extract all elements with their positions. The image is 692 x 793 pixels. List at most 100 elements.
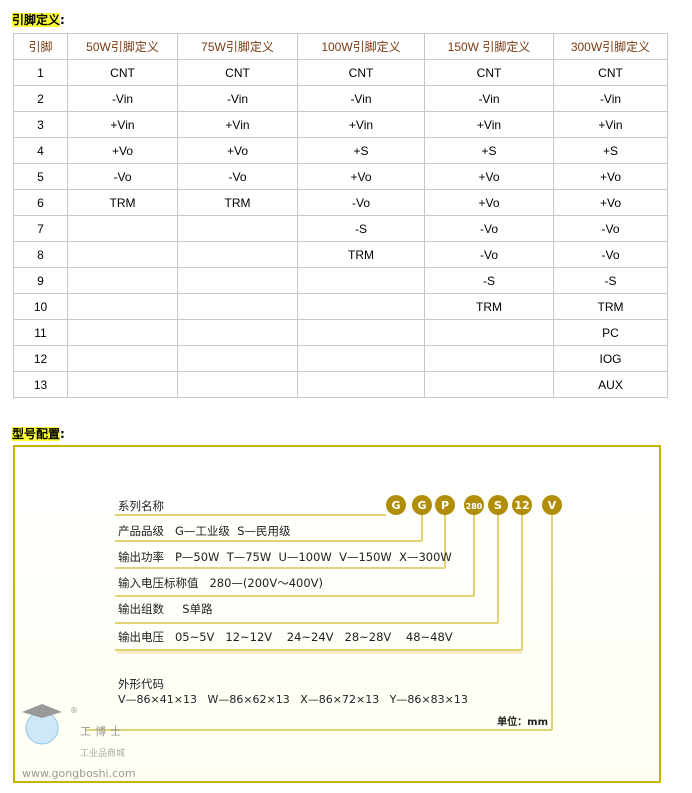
table-cell: -S	[424, 267, 554, 294]
table-cell: 6	[13, 189, 68, 216]
model-config-diagram: G G P 280 S 12 V 系列名称 产品品级 G—工业级 S—民用级 输出功率 P—50W…	[13, 445, 661, 783]
table-cell	[67, 215, 178, 242]
code-badge-label: S	[494, 499, 502, 512]
table-cell: -S	[297, 215, 425, 242]
table-cell: -Vin	[177, 85, 298, 112]
pin-definition-table: 引脚 50W引脚定义 75W引脚定义 100W引脚定义 150W 引脚定义 300W引脚定…	[13, 33, 668, 398]
table-cell	[297, 293, 425, 320]
table-cell: -Vo	[67, 163, 178, 190]
mascot-cap-icon	[22, 704, 62, 718]
table-cell: PC	[553, 319, 668, 346]
table-cell	[297, 319, 425, 346]
table-cell: -Vo	[297, 189, 425, 216]
table-cell: TRM	[67, 189, 178, 216]
table-cell: +Vo	[177, 137, 298, 164]
table-row: 2 -Vin -Vin -Vin -Vin -Vin	[13, 85, 668, 112]
table-cell	[297, 371, 425, 398]
table-cell	[67, 267, 178, 294]
table-cell: 8	[13, 241, 68, 268]
table-cell	[67, 345, 178, 372]
table-cell: +Vo	[553, 189, 668, 216]
column-header: 引脚	[13, 33, 68, 60]
table-row: 12 IOG	[13, 345, 668, 372]
pin-definition-title: 引脚定义:	[12, 13, 65, 27]
table-cell	[177, 241, 298, 268]
table-cell: +S	[553, 137, 668, 164]
table-cell	[177, 267, 298, 294]
table-cell: -Vo	[424, 241, 554, 268]
table-header-row: 引脚 50W引脚定义 75W引脚定义 100W引脚定义 150W 引脚定义 300W引脚定…	[13, 33, 668, 60]
spec-line: 输出电压 05~5V 12~12V 24~24V 28~28V 48~48V	[118, 630, 453, 644]
code-badge	[542, 495, 562, 515]
table-cell: +Vin	[67, 111, 178, 138]
watermark-url: www.gongboshi.com	[22, 767, 136, 780]
table-cell: -Vin	[67, 85, 178, 112]
code-badge	[512, 495, 532, 515]
spec-line: 输入电压标称值 280—(200V～400V)	[118, 576, 323, 590]
code-badge-label: 280	[466, 502, 483, 511]
table-cell: CNT	[297, 59, 425, 86]
table-row: 9 -S -S	[13, 267, 668, 294]
table-cell	[177, 345, 298, 372]
table-cell	[177, 371, 298, 398]
table-cell	[177, 293, 298, 320]
table-row: 5 -Vo -Vo +Vo +Vo +Vo	[13, 163, 668, 190]
code-badge-label: 12	[514, 499, 529, 512]
table-cell: 4	[13, 137, 68, 164]
table-row: 13 AUX	[13, 371, 668, 398]
table-cell: -Vo	[177, 163, 298, 190]
table-cell: -Vo	[553, 241, 668, 268]
table-cell: 12	[13, 345, 68, 372]
unit-label: 单位：mm	[497, 715, 548, 728]
spec-line: 系列名称	[118, 499, 164, 513]
table-cell	[297, 345, 425, 372]
model-config-title: 型号配置:	[12, 427, 65, 441]
table-cell: 2	[13, 85, 68, 112]
table-row: 7 -S -Vo -Vo	[13, 215, 668, 242]
table-row: 4 +Vo +Vo +S +S +S	[13, 137, 668, 164]
table-cell: CNT	[67, 59, 178, 86]
table-cell: +Vo	[424, 163, 554, 190]
table-row: 1 CNT CNT CNT CNT CNT	[13, 59, 668, 86]
table-cell: +Vo	[297, 163, 425, 190]
table-cell	[177, 215, 298, 242]
spec-line: 输出组数 S单路	[118, 602, 213, 616]
table-row: 8 TRM -Vo -Vo	[13, 241, 668, 268]
table-cell: IOG	[553, 345, 668, 372]
table-cell: +S	[424, 137, 554, 164]
table-row: 11 PC	[13, 319, 668, 346]
table-cell	[67, 371, 178, 398]
table-cell: +Vin	[553, 111, 668, 138]
table-cell: 10	[13, 293, 68, 320]
table-row: 10 TRM TRM	[13, 293, 668, 320]
table-cell: CNT	[177, 59, 298, 86]
panel-shadow	[117, 651, 522, 654]
spec-line: 产品品级 G—工业级 S—民用级	[118, 524, 291, 538]
registered-mark: ®	[70, 706, 78, 715]
table-cell: 5	[13, 163, 68, 190]
spec-line: 输出功率 P—50W T—75W U—100W V—150W X—300W	[118, 550, 452, 564]
table-row: 3 +Vin +Vin +Vin +Vin +Vin	[13, 111, 668, 138]
table-cell: 9	[13, 267, 68, 294]
table-cell	[67, 293, 178, 320]
table-cell: -S	[553, 267, 668, 294]
table-cell: +Vin	[177, 111, 298, 138]
table-cell	[67, 241, 178, 268]
column-header: 100W引脚定义	[297, 33, 425, 60]
table-cell: 11	[13, 319, 68, 346]
table-cell: +Vo	[67, 137, 178, 164]
table-cell: -Vin	[297, 85, 425, 112]
table-cell: AUX	[553, 371, 668, 398]
code-badge	[412, 495, 432, 515]
table-cell: +S	[297, 137, 425, 164]
table-cell: 3	[13, 111, 68, 138]
column-header: 75W引脚定义	[177, 33, 298, 60]
table-cell	[177, 319, 298, 346]
column-header: 150W 引脚定义	[424, 33, 554, 60]
code-badge-label: G	[391, 499, 400, 512]
table-cell: 7	[13, 215, 68, 242]
table-cell: 13	[13, 371, 68, 398]
table-cell: +Vo	[553, 163, 668, 190]
table-cell	[424, 345, 554, 372]
